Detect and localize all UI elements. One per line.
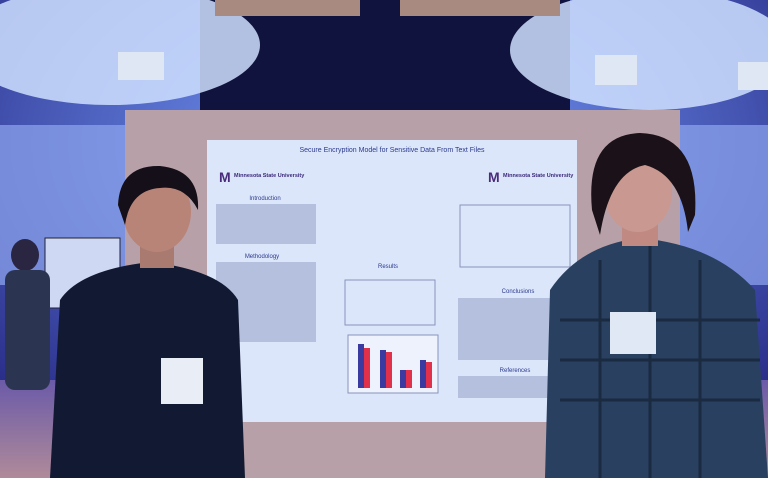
person [545,133,768,478]
table [459,204,571,268]
section-heading: References [500,368,531,374]
table [344,279,436,326]
shape [118,165,199,225]
background-person [11,239,39,271]
ceiling-disc [510,0,768,110]
ceiling-panel [215,0,360,16]
person [50,165,245,478]
shape [386,352,392,388]
background-person [5,270,50,390]
shape [216,204,316,244]
shape [420,360,426,388]
chart-graphic [347,334,439,394]
shape [364,348,370,388]
projector [118,52,164,80]
name-badge [610,312,656,354]
name-badge [161,358,203,404]
section-heading: Results [378,264,398,270]
ceiling-panel [400,0,560,16]
ceiling-opening [200,0,570,110]
shape [400,370,406,388]
poster-title: Secure Encryption Model for Sensitive Da… [299,147,485,154]
logo-mark: M [219,169,231,185]
shape [545,238,768,478]
shape [406,370,412,388]
shape [591,133,696,235]
logo-text: Minnesota State University [503,173,574,179]
logo-mark: M [488,169,500,185]
logo-text: Minnesota State University [234,173,305,179]
section-heading: Introduction [249,196,280,202]
shape [458,376,558,398]
shape [426,362,432,388]
shape [380,350,386,388]
projector [738,62,768,90]
shape [50,262,245,478]
shape [358,344,364,388]
shape [560,240,760,478]
section-heading: Methodology [245,254,279,260]
projector [595,55,637,85]
section-heading: Conclusions [502,289,535,295]
